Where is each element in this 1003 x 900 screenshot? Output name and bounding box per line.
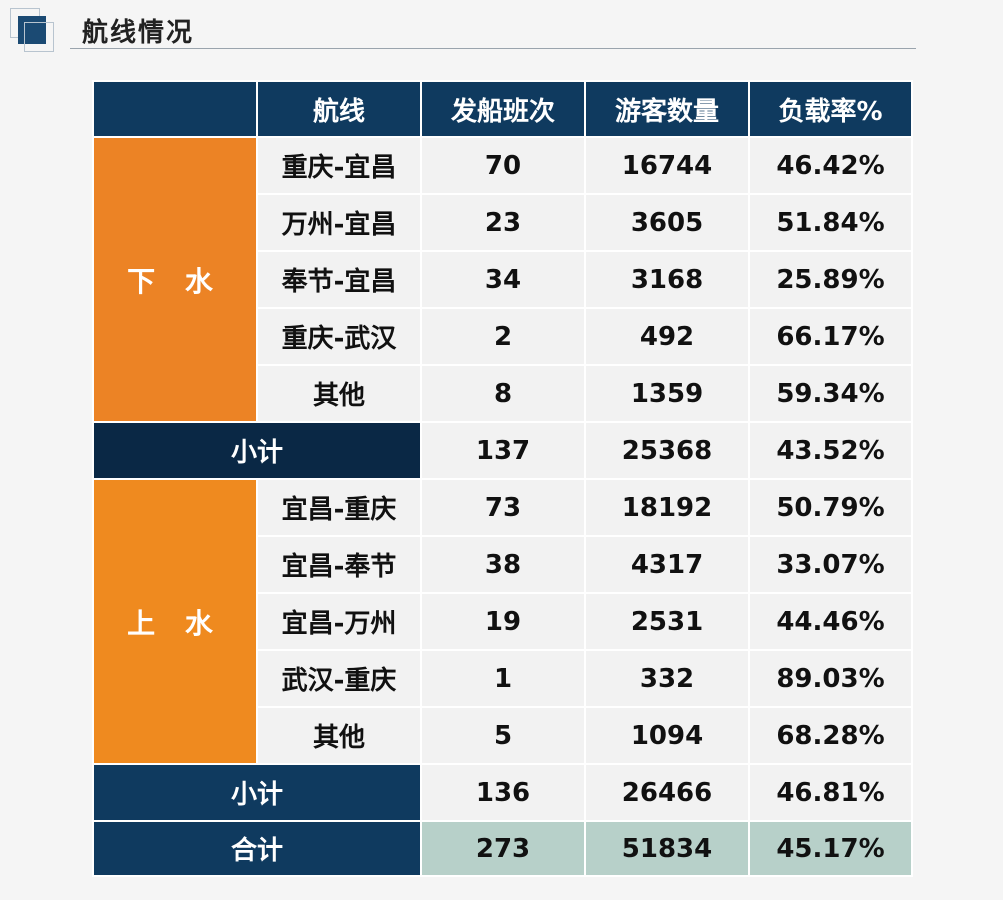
route-cell: 奉节-宜昌 <box>256 250 422 309</box>
route-cell: 万州-宜昌 <box>256 193 422 252</box>
table-row: 上 水 宜昌-重庆 73 18192 50.79% <box>92 478 913 765</box>
column-header-trips: 发船班次 <box>420 80 586 138</box>
column-header-route: 航线 <box>256 80 422 138</box>
subtotal-row: 小计 136 26466 46.81% <box>92 763 913 822</box>
load-cell: 68.28% <box>748 706 913 765</box>
trips-cell: 73 <box>420 478 586 537</box>
column-header-passengers: 游客数量 <box>584 80 750 138</box>
table-row: 其他 8 1359 59.34% <box>93 364 913 423</box>
title-divider <box>70 48 916 49</box>
total-trips: 273 <box>420 820 586 877</box>
subtotal-passengers: 25368 <box>584 421 750 480</box>
header: 航线情况 <box>0 0 1003 52</box>
trips-cell: 38 <box>420 535 586 594</box>
route-cell: 其他 <box>256 364 422 423</box>
table-row: 下 水 重庆-宜昌 70 16744 46.42% <box>92 136 913 423</box>
group-label-upstream: 上 水 <box>92 478 258 765</box>
subtotal-trips: 136 <box>420 763 586 822</box>
route-cell: 宜昌-奉节 <box>256 535 422 594</box>
total-passengers: 51834 <box>584 820 750 877</box>
trips-cell: 8 <box>420 364 586 423</box>
passengers-cell: 332 <box>584 649 750 708</box>
table-row: 宜昌-奉节 38 4317 33.07% <box>93 535 913 594</box>
passengers-cell: 18192 <box>584 478 750 537</box>
total-row: 合计 273 51834 45.17% <box>92 820 913 877</box>
route-cell: 其他 <box>256 706 422 765</box>
route-cell: 重庆-宜昌 <box>256 136 422 195</box>
subtotal-label: 小计 <box>92 763 422 822</box>
passengers-cell: 3168 <box>584 250 750 309</box>
route-table: 航线 发船班次 游客数量 负载率% 下 水 重庆-宜昌 70 16744 46.… <box>92 80 913 877</box>
page-title: 航线情况 <box>82 18 195 48</box>
trips-cell: 2 <box>420 307 586 366</box>
subtotal-load: 43.52% <box>748 421 913 480</box>
load-cell: 46.42% <box>748 136 913 195</box>
group-label-downstream: 下 水 <box>92 136 258 423</box>
load-cell: 59.34% <box>748 364 913 423</box>
column-header-load: 负载率% <box>748 80 913 138</box>
trips-cell: 70 <box>420 136 586 195</box>
table-row: 万州-宜昌 23 3605 51.84% <box>93 193 913 252</box>
load-cell: 51.84% <box>748 193 913 252</box>
total-load: 45.17% <box>748 820 913 877</box>
passengers-cell: 492 <box>584 307 750 366</box>
logo-icon <box>10 8 54 52</box>
subtotal-passengers: 26466 <box>584 763 750 822</box>
table-row: 重庆-武汉 2 492 66.17% <box>93 307 913 366</box>
load-cell: 50.79% <box>748 478 913 537</box>
load-cell: 33.07% <box>748 535 913 594</box>
subtotal-label: 小计 <box>92 421 422 480</box>
table-row: 奉节-宜昌 34 3168 25.89% <box>93 250 913 309</box>
route-cell: 武汉-重庆 <box>256 649 422 708</box>
table-row: 武汉-重庆 1 332 89.03% <box>93 649 913 708</box>
passengers-cell: 1094 <box>584 706 750 765</box>
trips-cell: 23 <box>420 193 586 252</box>
trips-cell: 19 <box>420 592 586 651</box>
passengers-cell: 4317 <box>584 535 750 594</box>
total-label: 合计 <box>92 820 422 877</box>
load-cell: 25.89% <box>748 250 913 309</box>
route-cell: 宜昌-重庆 <box>256 478 422 537</box>
table-row: 其他 5 1094 68.28% <box>93 706 913 765</box>
route-cell: 宜昌-万州 <box>256 592 422 651</box>
passengers-cell: 1359 <box>584 364 750 423</box>
passengers-cell: 3605 <box>584 193 750 252</box>
load-cell: 66.17% <box>748 307 913 366</box>
column-header-group <box>92 80 258 138</box>
trips-cell: 34 <box>420 250 586 309</box>
subtotal-trips: 137 <box>420 421 586 480</box>
passengers-cell: 2531 <box>584 592 750 651</box>
passengers-cell: 16744 <box>584 136 750 195</box>
subtotal-row: 小计 137 25368 43.52% <box>92 421 913 480</box>
table-header-row: 航线 发船班次 游客数量 负载率% <box>92 80 913 138</box>
route-cell: 重庆-武汉 <box>256 307 422 366</box>
subtotal-load: 46.81% <box>748 763 913 822</box>
trips-cell: 5 <box>420 706 586 765</box>
load-cell: 89.03% <box>748 649 913 708</box>
trips-cell: 1 <box>420 649 586 708</box>
table-row: 宜昌-万州 19 2531 44.46% <box>93 592 913 651</box>
load-cell: 44.46% <box>748 592 913 651</box>
